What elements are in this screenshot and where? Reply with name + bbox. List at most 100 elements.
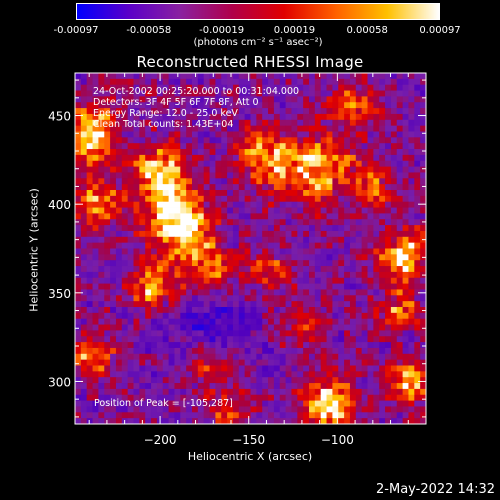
heatmap-cell bbox=[309, 160, 316, 167]
heatmap-cell bbox=[104, 166, 111, 173]
heatmap-cell bbox=[256, 347, 263, 355]
heatmap-cell bbox=[192, 365, 199, 372]
heatmap-cell bbox=[268, 213, 275, 220]
heatmap-cell bbox=[256, 289, 263, 296]
heatmap-cell bbox=[86, 230, 93, 238]
heatmap-cell bbox=[297, 73, 304, 80]
heatmap-cell bbox=[338, 73, 345, 80]
heatmap-cell bbox=[268, 377, 275, 384]
heatmap-cell bbox=[326, 190, 333, 197]
heatmap-cell bbox=[133, 137, 140, 144]
heatmap-cell bbox=[408, 225, 415, 232]
heatmap-cell bbox=[326, 195, 333, 203]
heatmap-cell bbox=[80, 96, 88, 103]
heatmap-cell bbox=[192, 412, 199, 419]
heatmap-cell bbox=[332, 248, 339, 255]
heatmap-cell bbox=[256, 201, 263, 208]
heatmap-cell bbox=[291, 213, 298, 220]
heatmap-cell bbox=[355, 365, 363, 372]
heatmap-cell bbox=[402, 73, 409, 80]
heatmap-cell bbox=[256, 207, 263, 214]
heatmap-cell bbox=[104, 178, 111, 185]
heatmap-cell bbox=[127, 418, 134, 424]
heatmap-cell bbox=[332, 190, 339, 197]
heatmap-cell bbox=[285, 318, 292, 325]
heatmap-cell bbox=[414, 90, 421, 97]
heatmap-cell bbox=[355, 219, 363, 226]
heatmap-cell bbox=[227, 242, 234, 249]
heatmap-cell bbox=[197, 342, 205, 349]
heatmap-cell bbox=[385, 166, 392, 173]
heatmap-cell bbox=[162, 149, 169, 156]
heatmap-cell bbox=[75, 225, 82, 232]
heatmap-cell bbox=[273, 143, 281, 150]
heatmap-cell bbox=[139, 201, 146, 208]
heatmap-cell bbox=[279, 213, 286, 220]
heatmap-cell bbox=[361, 195, 368, 203]
heatmap-cell bbox=[273, 125, 281, 132]
heatmap-cell bbox=[174, 195, 181, 203]
heatmap-cell bbox=[414, 160, 421, 167]
heatmap-cell bbox=[355, 248, 363, 255]
heatmap-cell bbox=[215, 307, 222, 314]
heatmap-cell bbox=[192, 353, 199, 361]
heatmap-cell bbox=[314, 383, 322, 390]
heatmap-cell bbox=[244, 418, 251, 424]
heatmap-cell bbox=[215, 312, 222, 320]
heatmap-cell bbox=[121, 201, 129, 208]
heatmap-cell bbox=[408, 149, 415, 156]
heatmap-cell bbox=[215, 418, 222, 424]
heatmap-cell bbox=[420, 113, 426, 121]
heatmap-cell bbox=[121, 330, 129, 337]
heatmap-cell bbox=[168, 260, 175, 267]
heatmap-cell bbox=[151, 283, 158, 290]
heatmap-cell bbox=[92, 219, 99, 226]
heatmap-cell bbox=[127, 201, 134, 208]
heatmap-cell bbox=[373, 195, 380, 203]
heatmap-cell bbox=[303, 283, 310, 290]
heatmap-cell bbox=[291, 119, 298, 127]
heatmap-cell bbox=[174, 166, 181, 173]
heatmap-cell bbox=[180, 178, 187, 185]
heatmap-cell bbox=[279, 406, 286, 413]
heatmap-cell bbox=[414, 266, 421, 273]
heatmap-cell bbox=[203, 388, 210, 396]
heatmap-cell bbox=[262, 388, 269, 396]
heatmap-cell bbox=[373, 90, 380, 97]
heatmap-cell bbox=[309, 149, 316, 156]
heatmap-cell bbox=[139, 78, 146, 86]
heatmap-cell bbox=[115, 219, 123, 226]
heatmap-cell bbox=[197, 160, 205, 167]
heatmap-cell bbox=[361, 96, 368, 103]
heatmap-cell bbox=[367, 160, 374, 167]
heatmap-cell bbox=[250, 184, 257, 191]
heatmap-cell bbox=[180, 248, 187, 255]
heatmap-cell bbox=[151, 371, 158, 378]
heatmap-cell bbox=[285, 201, 292, 208]
heatmap-cell bbox=[86, 195, 93, 203]
heatmap-cell bbox=[256, 73, 263, 80]
heatmap-cell bbox=[256, 342, 263, 349]
heatmap-cell bbox=[168, 213, 175, 220]
heatmap-cell bbox=[127, 336, 134, 343]
heatmap-cell bbox=[320, 324, 327, 331]
heatmap-cell bbox=[244, 201, 251, 208]
heatmap-cell bbox=[367, 330, 374, 337]
heatmap-cell bbox=[197, 301, 205, 308]
heatmap-cell bbox=[156, 178, 164, 185]
heatmap-cell bbox=[186, 307, 193, 314]
heatmap-cell bbox=[86, 242, 93, 249]
heatmap-cell bbox=[268, 119, 275, 127]
heatmap-cell bbox=[332, 108, 339, 115]
heatmap-cell bbox=[414, 365, 421, 372]
heatmap-cell bbox=[379, 207, 386, 214]
heatmap-cell bbox=[180, 230, 187, 238]
heatmap-cell bbox=[98, 318, 105, 325]
heatmap-cell bbox=[203, 312, 210, 320]
heatmap-cell bbox=[332, 73, 339, 80]
heatmap-cell bbox=[238, 406, 246, 413]
heatmap-cell bbox=[414, 277, 421, 284]
heatmap-cell bbox=[385, 178, 392, 185]
heatmap-cell bbox=[139, 131, 146, 138]
heatmap-cell bbox=[273, 271, 281, 279]
